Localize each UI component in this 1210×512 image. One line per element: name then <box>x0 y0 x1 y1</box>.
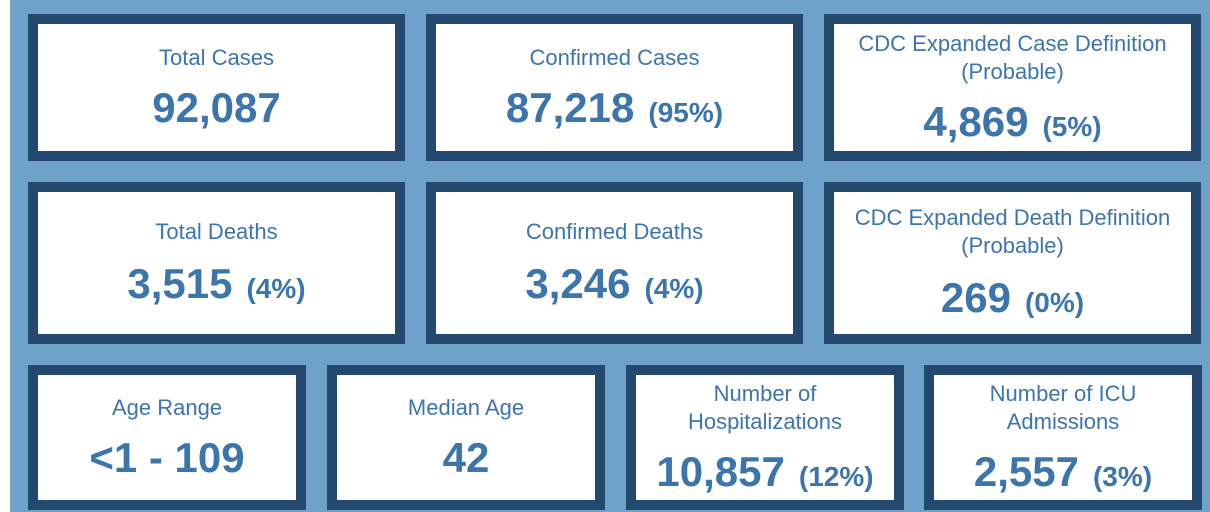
median-age-card: Median Age 42 <box>327 365 605 510</box>
probable-cases-value-row: 4,869 (5%) <box>923 98 1101 146</box>
confirmed-cases-value: 87,218 <box>505 83 635 131</box>
total-cases-value: 92,087 <box>152 83 281 131</box>
icu-admissions-title-line2: Admissions <box>1006 408 1120 434</box>
total-deaths-card: Total Deaths 3,515 (4%) <box>28 182 405 344</box>
hospitalizations-value: 10,857 <box>656 447 785 495</box>
confirmed-deaths-value-row: 3,246 (4%) <box>525 260 703 308</box>
confirmed-cases-value-row: 87,218 (95%) <box>506 84 723 132</box>
probable-cases-title-line2: (Probable) <box>961 58 1064 84</box>
age-range-value: <1 - 109 <box>89 433 245 481</box>
hospitalizations-card: Number of Hospitalizations 10,857 (12%) <box>626 365 904 510</box>
confirmed-deaths-card: Confirmed Deaths 3,246 (4%) <box>426 182 803 344</box>
probable-cases-percent: (5%) <box>1042 110 1102 142</box>
probable-cases-title-line1: CDC Expanded Case Definition <box>858 30 1167 56</box>
confirmed-cases-card: Confirmed Cases 87,218 (95%) <box>426 14 803 161</box>
icu-admissions-value-row: 2,557 (3%) <box>974 448 1152 496</box>
probable-deaths-value: 269 <box>940 274 1011 321</box>
median-age-value-row: 42 <box>443 434 490 482</box>
total-cases-title: Total Cases <box>159 44 274 70</box>
icu-admissions-value: 2,557 <box>973 447 1079 495</box>
probable-deaths-card: CDC Expanded Death Definition (Probable)… <box>824 182 1201 344</box>
hospitalizations-title-line2: Hospitalizations <box>687 408 843 434</box>
confirmed-deaths-percent: (4%) <box>644 273 704 304</box>
probable-deaths-percent: (0%) <box>1024 287 1085 318</box>
median-age-value: 42 <box>442 433 490 481</box>
total-cases-card: Total Cases 92,087 <box>28 14 405 161</box>
probable-cases-value: 4,869 <box>923 97 1029 145</box>
confirmed-deaths-title: Confirmed Deaths <box>525 219 704 244</box>
icu-admissions-card: Number of ICU Admissions 2,557 (3%) <box>924 365 1202 510</box>
hospitalizations-percent: (12%) <box>798 460 874 492</box>
total-deaths-value-row: 3,515 (4%) <box>127 260 305 308</box>
age-range-title: Age Range <box>111 394 223 420</box>
probable-deaths-title-line1: CDC Expanded Death Definition <box>854 205 1171 230</box>
hospitalizations-title-line1: Number of <box>713 380 817 406</box>
confirmed-deaths-value: 3,246 <box>525 260 631 307</box>
confirmed-cases-percent: (95%) <box>648 96 724 128</box>
total-deaths-value: 3,515 <box>127 260 233 307</box>
confirmed-cases-title: Confirmed Cases <box>529 44 700 70</box>
median-age-title: Median Age <box>407 394 525 420</box>
probable-deaths-title-line2: (Probable) <box>961 233 1064 258</box>
dashboard-board: Total Cases 92,087 Confirmed Cases 87,21… <box>10 0 1210 512</box>
total-deaths-percent: (4%) <box>246 273 306 304</box>
icu-admissions-title-line1: Number of ICU <box>989 380 1137 406</box>
age-range-value-row: <1 - 109 <box>89 434 244 482</box>
age-range-card: Age Range <1 - 109 <box>28 365 306 510</box>
icu-admissions-percent: (3%) <box>1092 460 1153 492</box>
total-deaths-title: Total Deaths <box>155 219 278 244</box>
probable-cases-card: CDC Expanded Case Definition (Probable) … <box>824 14 1201 161</box>
hospitalizations-value-row: 10,857 (12%) <box>656 448 873 496</box>
total-cases-value-row: 92,087 <box>152 84 280 132</box>
probable-deaths-value-row: 269 (0%) <box>941 274 1084 322</box>
